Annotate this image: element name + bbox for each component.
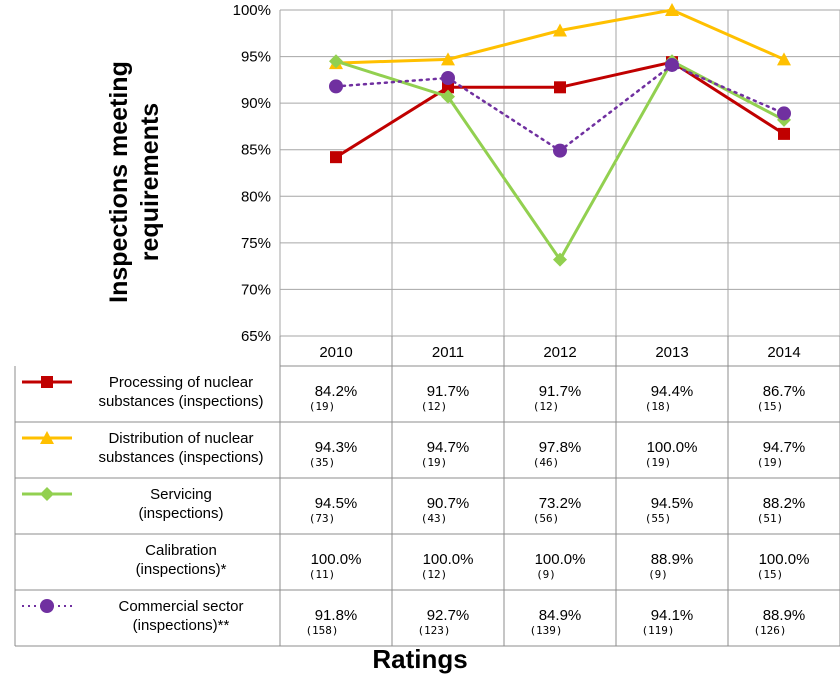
- table-cell-count: (51): [757, 512, 784, 525]
- table-cell-value: 91.8%: [315, 607, 358, 624]
- y-tick-label: 80%: [241, 188, 271, 205]
- table-cell-value: 94.5%: [651, 495, 694, 512]
- table-cell-value: 94.5%: [315, 495, 358, 512]
- table-cell-value: 100.0%: [423, 551, 474, 568]
- legend-entry-label: (inspections): [138, 505, 223, 522]
- x-axis-label: Ratings: [372, 644, 468, 674]
- legend-entry-label: (inspections)*: [136, 561, 227, 578]
- data-point: [441, 52, 455, 66]
- table-cell-count: (55): [645, 512, 672, 525]
- table-cell-count: (56): [533, 512, 560, 525]
- data-point: [553, 143, 567, 158]
- legend-entry-label: substances (inspections): [98, 393, 263, 410]
- table-cell-value: 94.1%: [651, 607, 694, 624]
- table-cell-value: 91.7%: [539, 383, 582, 400]
- legend-entry-label: (inspections)**: [133, 617, 230, 634]
- data-point: [330, 151, 342, 164]
- table-cell-value: 88.9%: [651, 551, 694, 568]
- table-cell-value: 88.9%: [763, 607, 806, 624]
- table-cell-value: 94.4%: [651, 383, 694, 400]
- y-tick-label: 90%: [241, 95, 271, 112]
- table-cell-value: 94.3%: [315, 439, 358, 456]
- table-cell-value: 97.8%: [539, 439, 582, 456]
- data-point: [777, 52, 791, 66]
- data-point: [554, 81, 566, 94]
- table-cell-value: 84.9%: [539, 607, 582, 624]
- legend-entry-label: Commercial sector: [118, 598, 243, 615]
- y-tick-label: 65%: [241, 328, 271, 345]
- table-cell-count: (73): [309, 512, 336, 525]
- table-cell-value: 84.2%: [315, 383, 358, 400]
- table-cell-count: (123): [417, 624, 450, 637]
- data-point: [441, 70, 455, 85]
- table-cell-count: (46): [533, 456, 560, 469]
- legend-key-marker: [41, 376, 53, 388]
- data-point: [665, 3, 679, 16]
- table-cell-count: (15): [757, 400, 784, 413]
- table-cell-count: (158): [305, 624, 338, 637]
- legend-entry-label: Distribution of nuclear: [108, 430, 253, 447]
- legend-entry-label: Processing of nuclear: [109, 374, 253, 391]
- table-cell-count: (12): [421, 568, 448, 581]
- table-cell-count: (12): [421, 400, 448, 413]
- table-cell-value: 92.7%: [427, 607, 470, 624]
- data-point: [441, 89, 455, 104]
- y-tick-label: 95%: [241, 49, 271, 66]
- legend-entry-label: substances (inspections): [98, 449, 263, 466]
- table-cell-count: (9): [648, 568, 668, 581]
- series-line: [335, 60, 785, 159]
- table-cell-count: (19): [757, 456, 784, 469]
- table-cell-value: 90.7%: [427, 495, 470, 512]
- table-cell-count: (9): [536, 568, 556, 581]
- table-header-year: 2013: [655, 344, 688, 361]
- legend-entry-label: Servicing: [150, 486, 212, 503]
- table-cell-value: 88.2%: [763, 495, 806, 512]
- table-cell-count: (35): [309, 456, 336, 469]
- table-cell-value: 86.7%: [763, 383, 806, 400]
- table-cell-count: (43): [421, 512, 448, 525]
- table-cell-count: (139): [529, 624, 562, 637]
- table-cell-value: 100.0%: [759, 551, 810, 568]
- series-line: [335, 8, 785, 65]
- table-cell-count: (12): [533, 400, 560, 413]
- table-cell-value: 91.7%: [427, 383, 470, 400]
- legend-key-marker: [40, 599, 54, 613]
- table-header-year: 2010: [319, 344, 352, 361]
- data-point: [553, 252, 567, 267]
- data-point: [778, 127, 790, 140]
- table-cell-count: (19): [645, 456, 672, 469]
- table-cell-value: 94.7%: [763, 439, 806, 456]
- table-cell-count: (119): [641, 624, 674, 637]
- data-point: [329, 79, 343, 94]
- table-cell-value: 73.2%: [539, 495, 582, 512]
- table-cell-value: 100.0%: [535, 551, 586, 568]
- table-header-year: 2012: [543, 344, 576, 361]
- data-point: [777, 106, 791, 121]
- table-header-year: 2014: [767, 344, 800, 361]
- table-cell-count: (126): [753, 624, 786, 637]
- y-tick-label: 85%: [241, 142, 271, 159]
- data-point: [665, 57, 679, 72]
- y-tick-label: 75%: [241, 235, 271, 252]
- data-point: [329, 54, 343, 69]
- table-cell-count: (19): [421, 456, 448, 469]
- table-cell-count: (11): [309, 568, 336, 581]
- series-line: [334, 63, 786, 152]
- table-cell-value: 94.7%: [427, 439, 470, 456]
- table-cell-value: 100.0%: [647, 439, 698, 456]
- y-tick-label: 70%: [241, 281, 271, 298]
- table-cell-count: (19): [309, 400, 336, 413]
- table-header-year: 2011: [432, 344, 464, 361]
- legend-key-marker: [40, 487, 54, 501]
- table-cell-count: (15): [757, 568, 784, 581]
- table-cell-value: 100.0%: [311, 551, 362, 568]
- legend-key-marker: [40, 431, 54, 444]
- y-tick-label: 100%: [233, 2, 271, 19]
- table-cell-count: (18): [645, 400, 672, 413]
- legend-entry-label: Calibration: [145, 542, 217, 559]
- data-point: [553, 23, 567, 37]
